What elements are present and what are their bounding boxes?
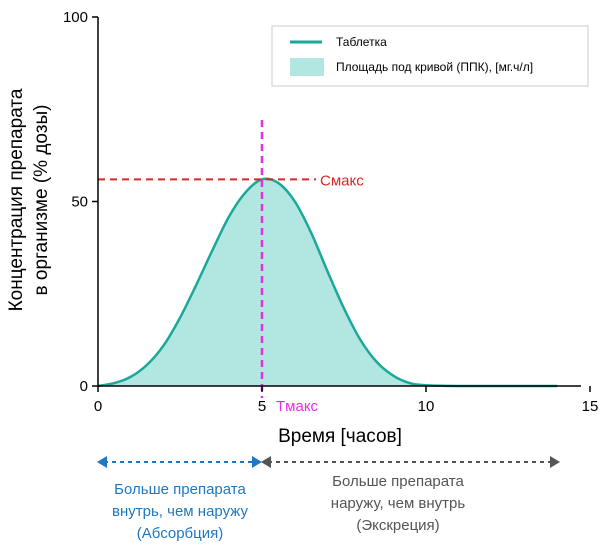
absorption-line-3: (Абсорбция) <box>137 525 223 542</box>
absorption-note: Больше препарата внутрь, чем наружу (Абс… <box>112 481 248 542</box>
excretion-line-3: (Экскреция) <box>356 517 439 534</box>
x-tick-label: 10 <box>418 398 435 415</box>
excretion-arrow <box>261 456 560 468</box>
excretion-line-1: Больше препарата <box>332 473 464 490</box>
y-axis-title-line2: в организме (% дозы) <box>31 105 52 296</box>
x-tick-label: 15 <box>582 398 599 415</box>
legend-label-auc: Площадь под кривой (ППК), [мг.ч/л] <box>336 60 533 74</box>
y-tick-label: 100 <box>63 9 88 26</box>
absorption-line-1: Больше препарата <box>114 481 246 498</box>
x-axis-title: Время [часов] <box>278 426 402 447</box>
legend-label-tablet: Таблетка <box>336 35 387 49</box>
cmax-label: Cмакс <box>320 172 364 189</box>
excretion-note: Больше препарата наружу, чем внутрь (Экс… <box>331 473 466 534</box>
y-tick-label: 50 <box>71 194 88 211</box>
auc-area <box>98 178 558 387</box>
legend: Таблетка Площадь под кривой (ППК), [мг.ч… <box>271 25 589 87</box>
y-axis-title-line1: Концентрация препарата <box>6 88 27 311</box>
absorption-arrow <box>97 456 262 468</box>
excretion-line-2: наружу, чем внутрь <box>331 495 466 512</box>
legend-area-swatch <box>290 58 324 76</box>
absorption-line-2: внутрь, чем наружу <box>112 503 248 520</box>
y-tick-label: 0 <box>80 378 88 395</box>
tmax-label: Tмакс <box>276 398 319 415</box>
x-tick-label: 5 <box>258 398 266 415</box>
legend-box <box>271 25 589 87</box>
x-tick-label: 0 <box>94 398 102 415</box>
